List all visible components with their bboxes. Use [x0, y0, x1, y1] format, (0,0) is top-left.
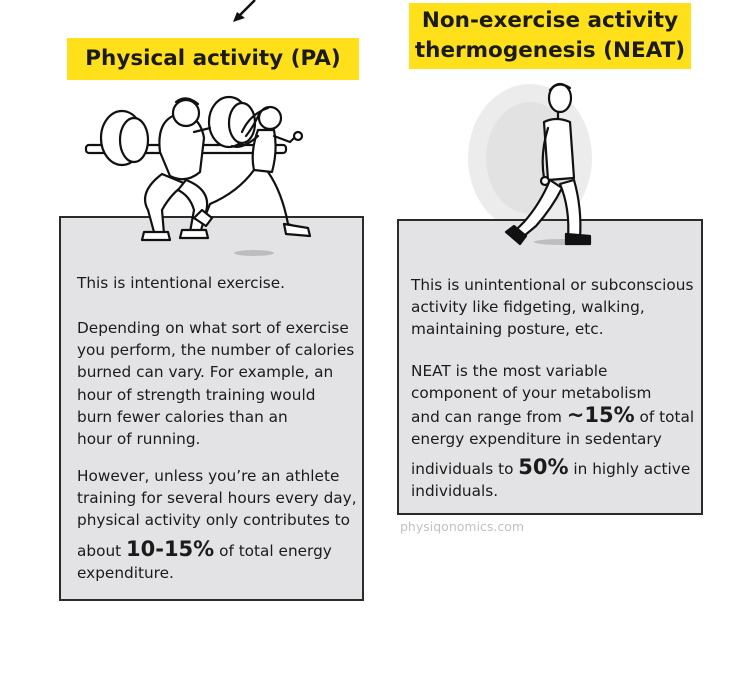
neat-title: Non-exercise activity thermogenesis (NEA…: [409, 3, 691, 69]
pa-paragraph-2: Depending on what sort of exercise you p…: [77, 319, 355, 449]
pa-percentage-highlight: 10-15%: [126, 537, 215, 561]
neat-paragraph-2: NEAT is the most variable component of y…: [411, 362, 652, 403]
neat-p3-text-end: of total energy expenditure in sedentary: [411, 408, 695, 449]
neat-p4-text-end: in highly active individuals.: [411, 460, 691, 501]
neat-info-box: [397, 219, 703, 515]
neat-paragraph-4: individuals to 50% in highly active indi…: [411, 456, 690, 502]
neat-high-percentage-highlight: 50%: [518, 455, 569, 479]
neat-title-line-1: Non-exercise activity: [421, 8, 679, 33]
neat-low-percentage-highlight: ~15%: [566, 403, 635, 427]
neat-p4-text: individuals to: [411, 460, 519, 478]
pa-p4-text: about: [77, 542, 126, 560]
walking-man-illustration: [504, 82, 592, 246]
neat-paragraph-3: and can range from ~15% of total energy …: [411, 404, 694, 450]
pa-paragraph-3: However, unless you’re an athlete traini…: [77, 467, 357, 530]
arrow-down-left-icon: [233, 0, 256, 22]
pa-title: Physical activity (PA): [67, 38, 359, 80]
pa-info-box: [59, 216, 364, 601]
pa-paragraph-4: about 10-15% of total energy expenditure…: [77, 538, 332, 584]
pa-p4-text-end: of total energy expenditure.: [77, 542, 332, 583]
neat-p3-text: and can range from: [411, 408, 567, 426]
watermark: physiqonomics.com: [400, 519, 525, 534]
weightlifter-and-runner-illustration: [84, 95, 312, 256]
neat-paragraph-1: This is unintentional or subconscious ac…: [411, 276, 694, 339]
neat-title-line-2: thermogenesis (NEAT): [414, 38, 686, 63]
pa-paragraph-1: This is intentional exercise.: [77, 274, 286, 292]
